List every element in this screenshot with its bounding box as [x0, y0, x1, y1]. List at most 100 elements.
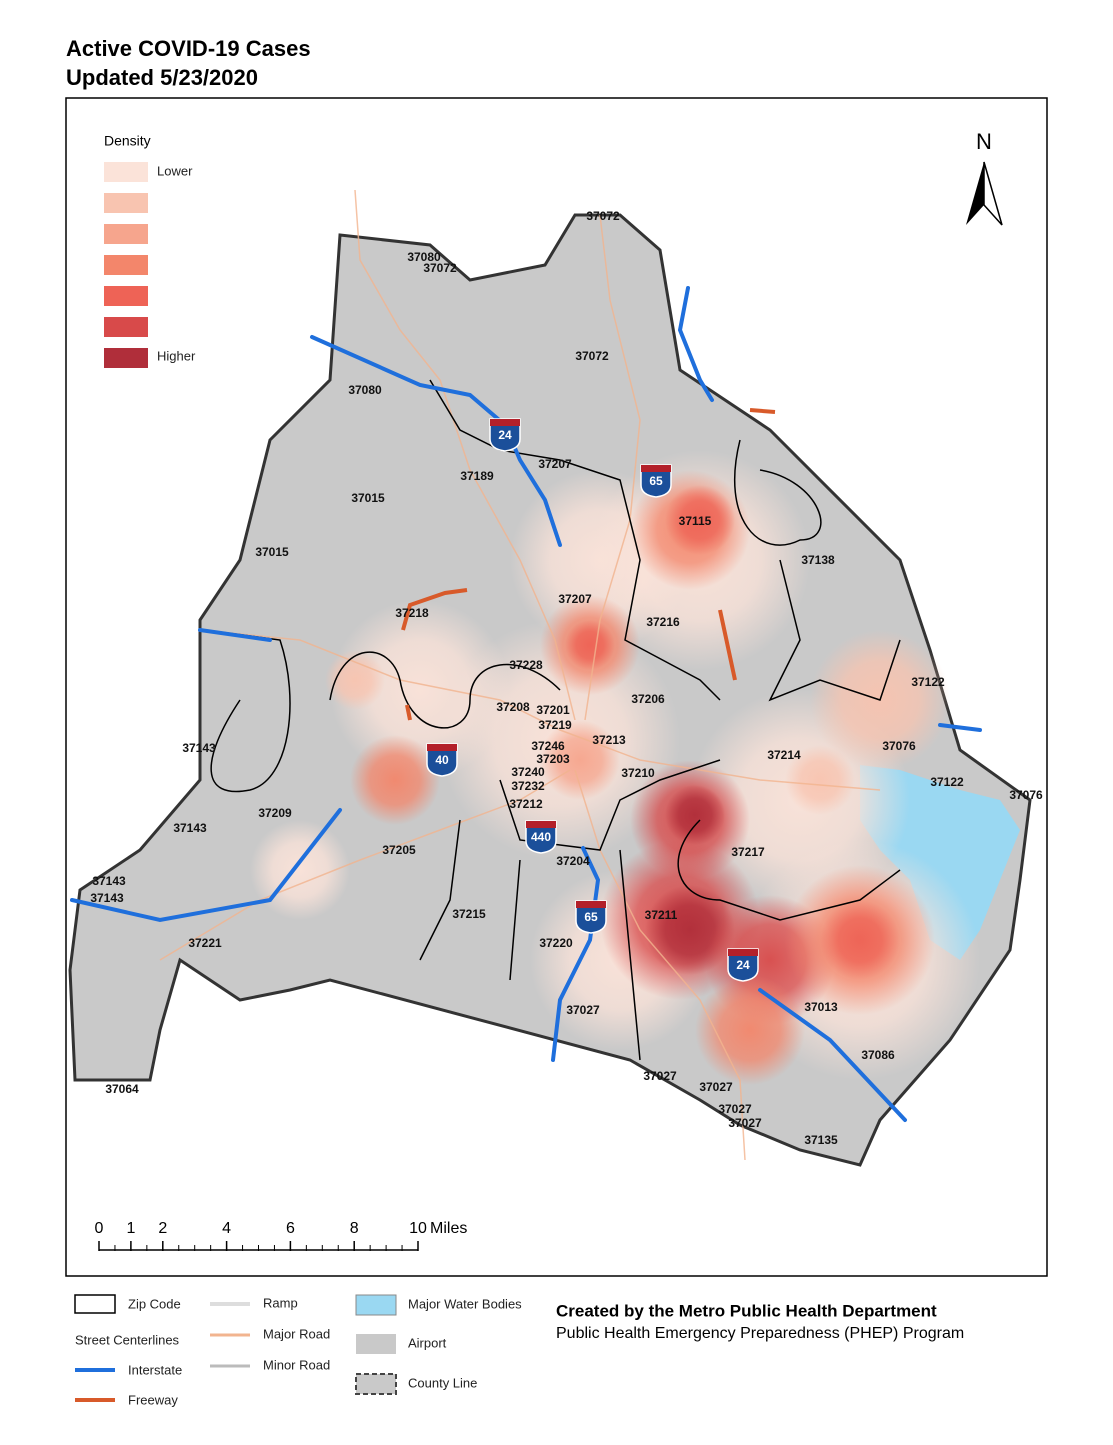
zip-label: 37209: [258, 806, 292, 820]
zip-label: 37143: [92, 874, 126, 888]
credit-line: Created by the Metro Public Health Depar…: [556, 1301, 937, 1320]
heat-blob: [350, 735, 440, 825]
heat-blob: [820, 900, 900, 980]
major-road: [354, 189, 576, 721]
zip-label: 37076: [882, 739, 916, 753]
legend-label: Zip Code: [128, 1296, 181, 1311]
density-title: Density: [104, 133, 151, 149]
zip-label: 37143: [173, 821, 207, 835]
shield-top: [526, 821, 556, 828]
zip-label: 37213: [592, 733, 626, 747]
freeway: [718, 609, 737, 681]
north-arrow: [966, 162, 984, 225]
shield: [575, 900, 607, 934]
zip-label: 37115: [679, 514, 712, 528]
freeways: [401, 408, 776, 721]
zip-label: 37214: [767, 748, 801, 762]
interstate: [70, 808, 342, 923]
shield-top: [641, 465, 671, 472]
zip-boundary: [204, 629, 291, 793]
legend-swatch: [355, 1294, 397, 1316]
heat-blob: [785, 745, 855, 815]
zip-label: 37221: [188, 936, 222, 950]
density-legend: [104, 162, 148, 368]
zip-boundary: [768, 559, 901, 702]
scale-tick-label: 8: [350, 1220, 359, 1237]
zip-label: 37228: [509, 658, 543, 672]
zip-label: 37203: [536, 752, 570, 766]
shield: [489, 418, 521, 452]
shield: [426, 743, 458, 777]
legend-label: Freeway: [128, 1392, 178, 1407]
zip-label: 37013: [804, 1000, 838, 1014]
zip-label: 37122: [911, 675, 945, 689]
legend-label: Major Road: [263, 1326, 330, 1341]
shield-label: 440: [531, 830, 551, 844]
freeway: [401, 588, 468, 631]
heat-blob: [325, 650, 385, 710]
zip-label: 37027: [566, 1003, 600, 1017]
density-swatch: [104, 224, 148, 244]
shield: [525, 820, 557, 854]
legend-swatch: [355, 1373, 397, 1395]
major-road: [159, 769, 571, 961]
scale-tick-label: 4: [222, 1220, 231, 1237]
zip-label: 37212: [509, 797, 543, 811]
zip-label: 37080: [407, 250, 441, 264]
legend-label: Street Centerlines: [75, 1332, 180, 1347]
legend-label: Major Water Bodies: [408, 1296, 522, 1311]
interstate: [198, 628, 272, 642]
shield-top: [427, 744, 457, 751]
zip-label: 37143: [90, 891, 124, 905]
zip-label: 37122: [930, 775, 964, 789]
zip-boundary: [499, 759, 721, 851]
major-road: [574, 769, 746, 1161]
heat-blob: [565, 620, 615, 670]
heat-blob: [540, 720, 620, 800]
zip-label: 37086: [861, 1048, 895, 1062]
subtitle: Updated 5/23/2020: [66, 65, 258, 90]
zip-label: 37219: [538, 718, 572, 732]
density-swatch: [104, 317, 148, 337]
zip-label: 37215: [452, 907, 486, 921]
shield-label: 65: [649, 474, 663, 488]
zip-label: 37027: [728, 1116, 762, 1130]
scale-tick-label: 6: [286, 1220, 295, 1237]
legend-swatch: [356, 1334, 396, 1354]
zip-label: 37207: [558, 592, 592, 606]
zip-label: 37240: [511, 765, 545, 779]
zip-label: 37220: [539, 936, 573, 950]
scale-tick-label: 10: [409, 1220, 427, 1237]
zip-label: 37201: [536, 703, 570, 717]
shield-label: 24: [736, 958, 750, 972]
zip-label: 37138: [801, 553, 835, 567]
zip-label: 37216: [646, 615, 680, 629]
freeway: [749, 408, 776, 414]
shields: 24 65 40 440 65 24: [426, 418, 759, 982]
zip-label: 37211: [645, 908, 678, 922]
scale-tick-label: 2: [158, 1220, 167, 1237]
zip-label: 37143: [182, 741, 216, 755]
legend-label: County Line: [408, 1375, 477, 1390]
shield-top: [490, 419, 520, 426]
heat-layer: [250, 450, 980, 1085]
zip-label: 37027: [643, 1069, 677, 1083]
scale-unit: Miles: [430, 1220, 467, 1237]
zip-boundary: [329, 651, 561, 729]
major-road: [584, 214, 641, 721]
legend-swatch: [74, 1294, 116, 1314]
zip-label: 37189: [460, 469, 494, 483]
shield-label: 40: [435, 753, 449, 767]
major-roads: [159, 189, 881, 1161]
zip-label: 37080: [348, 383, 382, 397]
zip-label: 37027: [718, 1102, 752, 1116]
legend-label: Ramp: [263, 1295, 298, 1310]
zip-label: 37027: [699, 1080, 733, 1094]
density-swatch: [104, 162, 148, 182]
shield: [727, 948, 759, 982]
shield-top: [576, 901, 606, 908]
zip-label: 37217: [731, 845, 765, 859]
scale-bar: 0 1 2 4 6 8 10 Miles: [95, 1220, 467, 1251]
interstate: [758, 988, 907, 1122]
density-high: Higher: [157, 348, 196, 363]
